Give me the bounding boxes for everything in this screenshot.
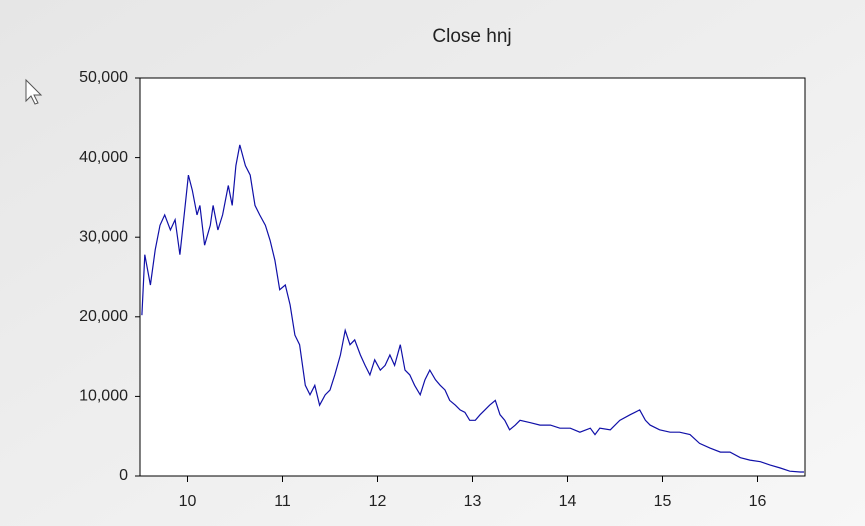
- x-tick-label: 11: [274, 493, 291, 510]
- x-tick-label: 10: [179, 493, 197, 510]
- x-tick-label: 15: [654, 493, 672, 510]
- series-line: [141, 144, 804, 473]
- x-tick-label: 13: [464, 493, 482, 510]
- x-tick-label: 14: [559, 493, 577, 510]
- x-tick-label: 16: [749, 493, 767, 510]
- y-tick-label: 0: [119, 467, 128, 484]
- y-tick-label: 40,000: [79, 149, 128, 166]
- y-tick-label: 10,000: [79, 388, 128, 405]
- chart-title: Close hnj: [432, 26, 511, 47]
- plot-area: [139, 77, 806, 477]
- y-tick-label: 50,000: [79, 69, 128, 86]
- cursor: [25, 78, 43, 105]
- y-tick-label: 30,000: [79, 228, 128, 245]
- y-tick-label: 20,000: [79, 308, 128, 325]
- x-tick-label: 12: [369, 493, 387, 510]
